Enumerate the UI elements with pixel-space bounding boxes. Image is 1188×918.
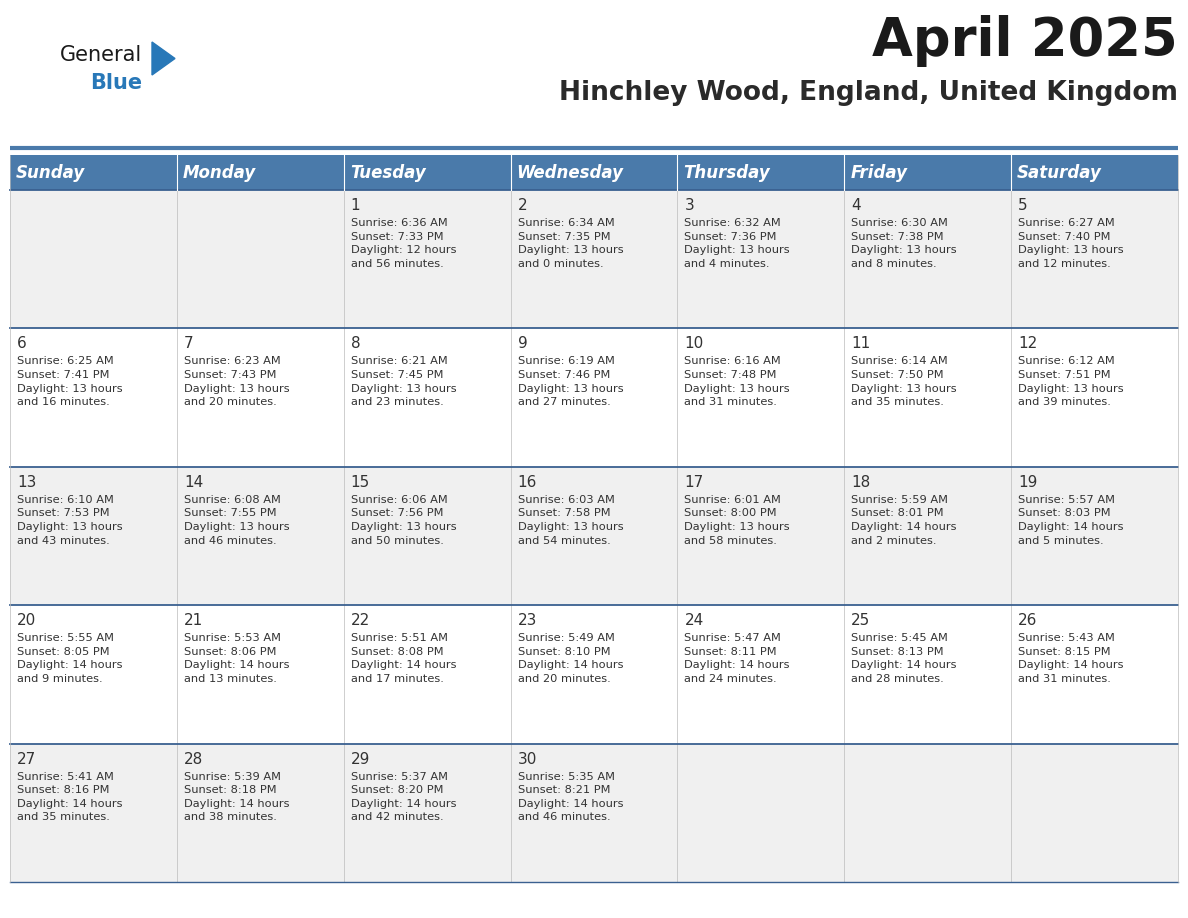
Text: Friday: Friday	[851, 163, 908, 182]
Text: 19: 19	[1018, 475, 1037, 490]
Bar	[10, 466, 1178, 605]
Text: Thursday: Thursday	[683, 163, 770, 182]
Text: Sunrise: 5:49 AM
Sunset: 8:10 PM
Daylight: 14 hours
and 20 minutes.: Sunrise: 5:49 AM Sunset: 8:10 PM Dayligh…	[518, 633, 623, 684]
Text: Sunrise: 5:37 AM
Sunset: 8:20 PM
Daylight: 14 hours
and 42 minutes.: Sunrise: 5:37 AM Sunset: 8:20 PM Dayligh…	[350, 772, 456, 823]
Text: Sunrise: 5:39 AM
Sunset: 8:18 PM
Daylight: 14 hours
and 38 minutes.: Sunrise: 5:39 AM Sunset: 8:18 PM Dayligh…	[184, 772, 290, 823]
Text: 30: 30	[518, 752, 537, 767]
Text: 28: 28	[184, 752, 203, 767]
Text: Sunrise: 6:12 AM
Sunset: 7:51 PM
Daylight: 13 hours
and 39 minutes.: Sunrise: 6:12 AM Sunset: 7:51 PM Dayligh…	[1018, 356, 1124, 408]
Text: Sunrise: 6:30 AM
Sunset: 7:38 PM
Daylight: 13 hours
and 8 minutes.: Sunrise: 6:30 AM Sunset: 7:38 PM Dayligh…	[852, 218, 956, 269]
Bar	[10, 329, 1178, 466]
Text: 9: 9	[518, 336, 527, 352]
Text: 23: 23	[518, 613, 537, 628]
Text: 8: 8	[350, 336, 360, 352]
Text: Sunrise: 6:19 AM
Sunset: 7:46 PM
Daylight: 13 hours
and 27 minutes.: Sunrise: 6:19 AM Sunset: 7:46 PM Dayligh…	[518, 356, 624, 408]
Text: 14: 14	[184, 475, 203, 490]
Bar	[677, 155, 845, 190]
Text: Sunrise: 6:23 AM
Sunset: 7:43 PM
Daylight: 13 hours
and 20 minutes.: Sunrise: 6:23 AM Sunset: 7:43 PM Dayligh…	[184, 356, 290, 408]
Bar	[10, 155, 177, 190]
Bar	[845, 155, 1011, 190]
Text: 1: 1	[350, 198, 360, 213]
Text: Sunrise: 5:53 AM
Sunset: 8:06 PM
Daylight: 14 hours
and 13 minutes.: Sunrise: 5:53 AM Sunset: 8:06 PM Dayligh…	[184, 633, 290, 684]
Text: Sunrise: 5:35 AM
Sunset: 8:21 PM
Daylight: 14 hours
and 46 minutes.: Sunrise: 5:35 AM Sunset: 8:21 PM Dayligh…	[518, 772, 623, 823]
Text: Sunrise: 6:10 AM
Sunset: 7:53 PM
Daylight: 13 hours
and 43 minutes.: Sunrise: 6:10 AM Sunset: 7:53 PM Dayligh…	[17, 495, 122, 545]
Bar	[10, 744, 1178, 882]
Bar	[10, 190, 1178, 329]
Text: Saturday: Saturday	[1017, 163, 1102, 182]
Text: 20: 20	[17, 613, 37, 628]
Text: Blue: Blue	[90, 73, 143, 93]
Bar	[343, 155, 511, 190]
Bar	[10, 605, 1178, 744]
Text: Sunrise: 5:55 AM
Sunset: 8:05 PM
Daylight: 14 hours
and 9 minutes.: Sunrise: 5:55 AM Sunset: 8:05 PM Dayligh…	[17, 633, 122, 684]
Text: 11: 11	[852, 336, 871, 352]
Text: Sunrise: 5:51 AM
Sunset: 8:08 PM
Daylight: 14 hours
and 17 minutes.: Sunrise: 5:51 AM Sunset: 8:08 PM Dayligh…	[350, 633, 456, 684]
Text: Sunrise: 6:08 AM
Sunset: 7:55 PM
Daylight: 13 hours
and 46 minutes.: Sunrise: 6:08 AM Sunset: 7:55 PM Dayligh…	[184, 495, 290, 545]
Text: 15: 15	[350, 475, 369, 490]
Text: Sunrise: 6:01 AM
Sunset: 8:00 PM
Daylight: 13 hours
and 58 minutes.: Sunrise: 6:01 AM Sunset: 8:00 PM Dayligh…	[684, 495, 790, 545]
Text: 4: 4	[852, 198, 861, 213]
Text: 22: 22	[350, 613, 369, 628]
Text: 27: 27	[17, 752, 37, 767]
Text: 29: 29	[350, 752, 371, 767]
Bar	[1011, 155, 1178, 190]
Bar	[177, 155, 343, 190]
Text: Sunrise: 5:57 AM
Sunset: 8:03 PM
Daylight: 14 hours
and 5 minutes.: Sunrise: 5:57 AM Sunset: 8:03 PM Dayligh…	[1018, 495, 1124, 545]
Polygon shape	[152, 42, 175, 75]
Text: 10: 10	[684, 336, 703, 352]
Text: 25: 25	[852, 613, 871, 628]
Text: 12: 12	[1018, 336, 1037, 352]
Text: Sunrise: 5:41 AM
Sunset: 8:16 PM
Daylight: 14 hours
and 35 minutes.: Sunrise: 5:41 AM Sunset: 8:16 PM Dayligh…	[17, 772, 122, 823]
Text: 13: 13	[17, 475, 37, 490]
Text: 5: 5	[1018, 198, 1028, 213]
Text: 3: 3	[684, 198, 694, 213]
Text: Sunrise: 6:32 AM
Sunset: 7:36 PM
Daylight: 13 hours
and 4 minutes.: Sunrise: 6:32 AM Sunset: 7:36 PM Dayligh…	[684, 218, 790, 269]
Text: Sunrise: 5:43 AM
Sunset: 8:15 PM
Daylight: 14 hours
and 31 minutes.: Sunrise: 5:43 AM Sunset: 8:15 PM Dayligh…	[1018, 633, 1124, 684]
Text: Sunrise: 6:16 AM
Sunset: 7:48 PM
Daylight: 13 hours
and 31 minutes.: Sunrise: 6:16 AM Sunset: 7:48 PM Dayligh…	[684, 356, 790, 408]
Text: Sunrise: 5:45 AM
Sunset: 8:13 PM
Daylight: 14 hours
and 28 minutes.: Sunrise: 5:45 AM Sunset: 8:13 PM Dayligh…	[852, 633, 956, 684]
Text: Wednesday: Wednesday	[517, 163, 624, 182]
Text: 7: 7	[184, 336, 194, 352]
Text: Sunrise: 6:21 AM
Sunset: 7:45 PM
Daylight: 13 hours
and 23 minutes.: Sunrise: 6:21 AM Sunset: 7:45 PM Dayligh…	[350, 356, 456, 408]
Text: Tuesday: Tuesday	[349, 163, 425, 182]
Text: Sunrise: 6:03 AM
Sunset: 7:58 PM
Daylight: 13 hours
and 54 minutes.: Sunrise: 6:03 AM Sunset: 7:58 PM Dayligh…	[518, 495, 624, 545]
Text: Hinchley Wood, England, United Kingdom: Hinchley Wood, England, United Kingdom	[560, 80, 1178, 106]
Text: Sunrise: 6:25 AM
Sunset: 7:41 PM
Daylight: 13 hours
and 16 minutes.: Sunrise: 6:25 AM Sunset: 7:41 PM Dayligh…	[17, 356, 122, 408]
Text: 24: 24	[684, 613, 703, 628]
Text: Sunrise: 5:59 AM
Sunset: 8:01 PM
Daylight: 14 hours
and 2 minutes.: Sunrise: 5:59 AM Sunset: 8:01 PM Dayligh…	[852, 495, 956, 545]
Text: General: General	[61, 45, 143, 65]
Text: Sunrise: 6:36 AM
Sunset: 7:33 PM
Daylight: 12 hours
and 56 minutes.: Sunrise: 6:36 AM Sunset: 7:33 PM Dayligh…	[350, 218, 456, 269]
Text: 6: 6	[17, 336, 27, 352]
Text: Sunrise: 5:47 AM
Sunset: 8:11 PM
Daylight: 14 hours
and 24 minutes.: Sunrise: 5:47 AM Sunset: 8:11 PM Dayligh…	[684, 633, 790, 684]
Text: 18: 18	[852, 475, 871, 490]
Text: 21: 21	[184, 613, 203, 628]
Text: 26: 26	[1018, 613, 1037, 628]
Text: Sunday: Sunday	[15, 163, 86, 182]
Text: 16: 16	[518, 475, 537, 490]
Text: Sunrise: 6:06 AM
Sunset: 7:56 PM
Daylight: 13 hours
and 50 minutes.: Sunrise: 6:06 AM Sunset: 7:56 PM Dayligh…	[350, 495, 456, 545]
Text: Monday: Monday	[183, 163, 257, 182]
Text: 17: 17	[684, 475, 703, 490]
Text: Sunrise: 6:27 AM
Sunset: 7:40 PM
Daylight: 13 hours
and 12 minutes.: Sunrise: 6:27 AM Sunset: 7:40 PM Dayligh…	[1018, 218, 1124, 269]
Bar	[511, 155, 677, 190]
Text: Sunrise: 6:14 AM
Sunset: 7:50 PM
Daylight: 13 hours
and 35 minutes.: Sunrise: 6:14 AM Sunset: 7:50 PM Dayligh…	[852, 356, 956, 408]
Text: 2: 2	[518, 198, 527, 213]
Text: April 2025: April 2025	[872, 15, 1178, 67]
Text: Sunrise: 6:34 AM
Sunset: 7:35 PM
Daylight: 13 hours
and 0 minutes.: Sunrise: 6:34 AM Sunset: 7:35 PM Dayligh…	[518, 218, 624, 269]
